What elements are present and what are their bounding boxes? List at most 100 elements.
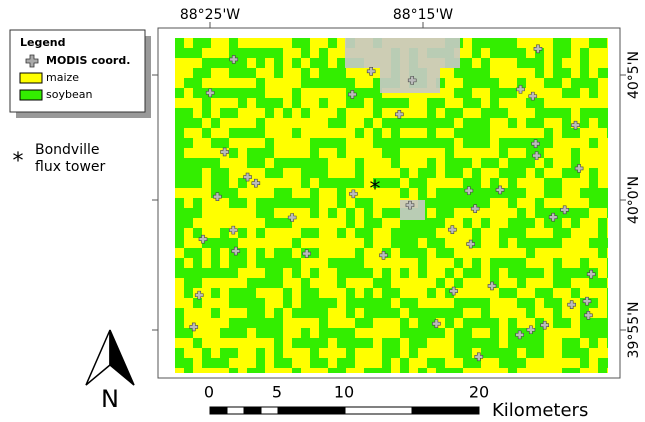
soybean-field — [202, 358, 211, 368]
soybean-field — [247, 48, 256, 58]
scale-label: 10 — [334, 383, 354, 402]
soybean-field — [238, 318, 247, 328]
soybean-field — [310, 268, 319, 278]
soybean-field — [337, 138, 346, 148]
soybean-field — [256, 348, 265, 358]
soybean-field — [436, 248, 445, 258]
soybean-field — [598, 38, 607, 48]
soybean-field — [436, 238, 445, 248]
soybean-field — [427, 168, 436, 178]
soybean-field — [526, 338, 535, 348]
soybean-field — [310, 248, 319, 258]
soybean-field — [535, 338, 544, 348]
soybean-field — [292, 368, 301, 373]
soybean-field — [355, 228, 364, 238]
soybean-field — [310, 228, 319, 238]
soybean-field — [391, 138, 400, 148]
soybean-field — [229, 248, 238, 258]
soybean-field — [328, 368, 337, 373]
soybean-field — [274, 358, 283, 368]
soybean-field — [508, 88, 517, 98]
soybean-field — [445, 148, 454, 158]
soybean-field — [544, 188, 553, 198]
soybean-field — [418, 318, 427, 328]
soybean-field — [535, 98, 544, 108]
soybean-field — [193, 88, 202, 98]
soybean-field — [301, 288, 310, 298]
soybean-field — [274, 308, 283, 318]
soybean-field — [229, 368, 238, 373]
soybean-field — [364, 198, 373, 208]
soybean-field — [400, 238, 409, 248]
soybean-field — [481, 298, 490, 308]
soybean-field — [409, 338, 418, 348]
soybean-field — [508, 178, 517, 188]
soybean-field — [544, 238, 553, 248]
soybean-field — [220, 268, 229, 278]
soybean-field — [517, 158, 526, 168]
soybean-field — [526, 308, 535, 318]
soybean-field — [310, 288, 319, 298]
soybean-field — [508, 338, 517, 348]
soybean-field — [301, 78, 310, 88]
soybean-field — [355, 298, 364, 308]
soybean-field — [589, 188, 598, 198]
soybean-field — [175, 128, 184, 138]
soybean-field — [301, 38, 310, 48]
legend-label: MODIS coord. — [46, 54, 130, 67]
soybean-field — [220, 228, 229, 238]
soybean-field — [211, 248, 220, 258]
soybean-field — [607, 68, 608, 78]
soybean-field — [310, 78, 319, 88]
soybean-field — [211, 268, 220, 278]
soybean-field — [346, 288, 355, 298]
soybean-field — [292, 308, 301, 318]
soybean-field — [517, 208, 526, 218]
soybean-field — [553, 308, 562, 318]
soybean-field — [580, 268, 589, 278]
soybean-field — [265, 328, 274, 338]
soybean-field — [382, 338, 391, 348]
soybean-field — [184, 178, 193, 188]
soybean-field — [526, 298, 535, 308]
soybean-field — [508, 228, 517, 238]
soybean-field — [445, 118, 454, 128]
soybean-field — [553, 78, 562, 88]
soybean-field — [247, 288, 256, 298]
soybean-field — [580, 328, 589, 338]
modis-point — [189, 322, 199, 332]
soybean-field — [481, 78, 490, 88]
soybean-field — [508, 348, 517, 358]
soybean-field — [526, 238, 535, 248]
soybean-field — [256, 258, 265, 268]
soybean-field — [256, 88, 265, 98]
soybean-field — [355, 88, 364, 98]
soybean-field — [571, 148, 580, 158]
soybean-field — [229, 48, 238, 58]
soybean-field — [589, 328, 598, 338]
soybean-field — [184, 248, 193, 258]
soybean-field — [571, 338, 580, 348]
soybean-field — [382, 138, 391, 148]
soybean-field — [337, 68, 346, 78]
soybean-field — [490, 88, 499, 98]
soybean-field — [445, 198, 454, 208]
soybean-field — [472, 358, 481, 368]
soybean-field — [328, 38, 337, 48]
soybean-field — [445, 308, 454, 318]
lat-label: 40°0'N — [626, 176, 642, 224]
modis-point — [531, 139, 540, 149]
soybean-field — [607, 358, 608, 368]
soybean-field — [337, 338, 346, 348]
modis-point — [379, 251, 388, 260]
soybean-field — [184, 358, 193, 368]
soybean-field — [418, 368, 427, 373]
soybean-field — [220, 238, 229, 248]
modis-point — [243, 172, 252, 182]
soybean-field — [607, 268, 608, 278]
tower-symbol: * — [13, 149, 24, 174]
scale-bar — [209, 406, 480, 415]
soybean-field — [256, 148, 265, 158]
soybean-field — [337, 148, 346, 158]
